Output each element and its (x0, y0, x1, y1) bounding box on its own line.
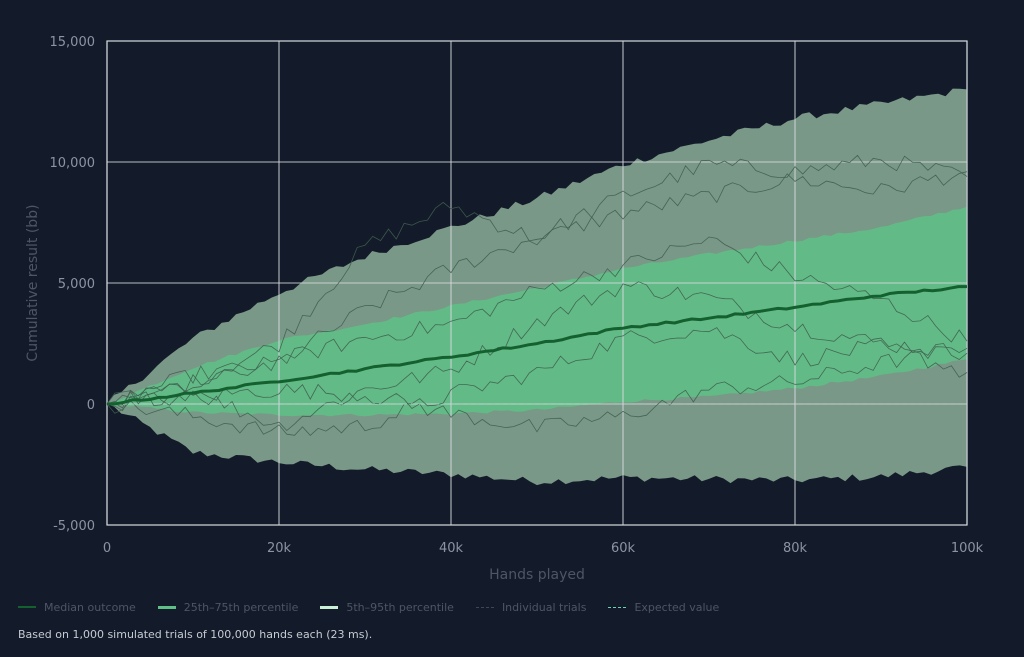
x-tick-label: 0 (103, 541, 111, 556)
x-tick-label: 60k (611, 541, 636, 556)
y-axis-label: Cumulative result (bb) (25, 204, 41, 361)
bands (107, 88, 967, 486)
legend-item-trials[interactable]: Individual trials (475, 600, 587, 614)
y-tick-label: 15,000 (50, 35, 96, 50)
legend-item-median[interactable]: Median outcome (18, 601, 136, 614)
trial-line (106, 171, 968, 409)
y-tick-label: 5,000 (58, 277, 95, 292)
chart: 0 20k 40k 60k 80k 100k -5,000 0 5,000 10,000 15,00… (25, 35, 984, 583)
x-axis-label: Hands played (489, 567, 585, 583)
band-25-75 (107, 206, 967, 417)
legend-item-iqr[interactable]: 25th–75th percentile (157, 600, 299, 614)
trials-swatch-icon (475, 606, 494, 608)
median-swatch-icon (18, 606, 36, 608)
individual-trials (106, 154, 968, 436)
x-tick-label: 80k (783, 541, 808, 556)
legend-label: Individual trials (501, 600, 587, 614)
y-tick-label: 10,000 (50, 156, 96, 171)
trial-line (106, 154, 968, 405)
trial-line (106, 346, 968, 433)
trial-line (106, 327, 968, 436)
median-line (106, 285, 967, 406)
y-tick-label: -5,000 (53, 519, 95, 534)
legend-label: 5th–95th percentile (346, 600, 454, 614)
legend-label: Expected value (634, 600, 720, 614)
x-tick-label: 100k (951, 541, 984, 556)
footer-note: Based on 1,000 simulated trials of 100,0… (18, 628, 373, 641)
legend-label: Median outcome (44, 600, 136, 614)
ticks: 0 20k 40k 60k 80k 100k -5,000 0 5,000 10,000 15,00… (50, 35, 984, 556)
legend-label: 25th–75th percentile (183, 600, 299, 614)
x-tick-label: 20k (267, 541, 292, 556)
expected-swatch-icon (608, 606, 627, 608)
legend: Median outcome 25th–75th percentile 5th–… (18, 600, 741, 614)
iqr-swatch-icon (157, 605, 176, 609)
trial-line (106, 281, 968, 432)
trial-line (106, 236, 968, 406)
band-swatch-icon (320, 605, 339, 609)
x-tick-label: 40k (439, 541, 464, 556)
y-tick-label: 0 (87, 398, 95, 413)
legend-item-5-95[interactable]: 5th–95th percentile (320, 601, 454, 614)
legend-item-expected[interactable]: Expected value (608, 601, 719, 614)
lines (106, 285, 967, 406)
